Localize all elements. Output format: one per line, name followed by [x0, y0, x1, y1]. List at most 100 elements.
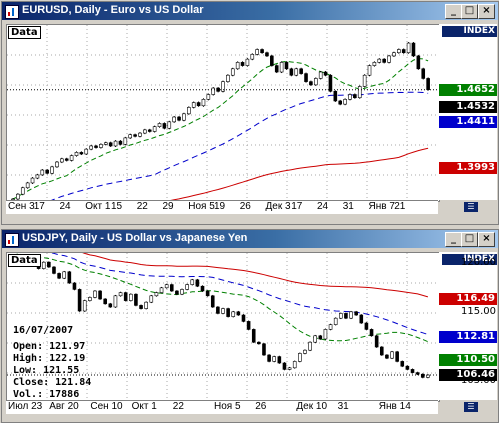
candle-body: [177, 116, 181, 121]
chart-app-icon: [5, 5, 19, 19]
moving-average-line: [12, 253, 429, 343]
candle-body: [62, 271, 67, 279]
price-tick-label: 115.00: [461, 306, 496, 317]
candle-body: [35, 174, 40, 179]
candle-body: [372, 62, 377, 66]
candle-body: [374, 335, 379, 348]
candle-body: [159, 287, 164, 293]
candle-body: [128, 134, 133, 139]
candle-body: [354, 311, 358, 316]
candle-body: [118, 140, 123, 145]
candle-body: [67, 271, 72, 284]
window-title: EURUSD, Daily - Euro vs US Dollar: [22, 4, 204, 16]
date-tick-label: Авг 20: [49, 401, 79, 412]
candle-body: [190, 279, 195, 285]
candle-body: [357, 86, 362, 99]
candle-body: [303, 349, 307, 354]
candle-body: [410, 369, 415, 373]
maximize-button[interactable]: □: [461, 4, 478, 19]
candle-body: [143, 129, 147, 134]
candle-body: [287, 367, 292, 370]
maximize-button[interactable]: □: [461, 232, 478, 247]
close-button[interactable]: ×: [478, 232, 495, 247]
date-tick-label: 19: [214, 201, 226, 212]
candle-body: [108, 303, 113, 308]
candle-body: [308, 341, 312, 351]
candle-body: [99, 144, 103, 148]
candle-body: [339, 313, 343, 319]
candle-body: [108, 142, 113, 147]
date-tick-label: 15: [111, 201, 123, 212]
price-label: 1.3993: [439, 162, 497, 174]
date-tick-label: Июл 23: [8, 401, 43, 412]
candle-body: [157, 123, 162, 127]
candle-body: [257, 341, 261, 345]
candle-body: [123, 292, 128, 301]
date-tick-label: 24: [317, 201, 329, 212]
candle-body: [318, 71, 323, 79]
chart-corner-button[interactable]: ☰: [464, 202, 478, 212]
price-label: 1.4411: [439, 116, 497, 128]
date-tick-label: 21: [394, 201, 406, 212]
candle-body: [129, 293, 133, 301]
date-tick-label: 22: [172, 401, 184, 412]
minimize-button[interactable]: _: [445, 232, 462, 247]
candle-body: [406, 42, 411, 54]
date-tick-label: 26: [239, 201, 251, 212]
candle-body: [187, 107, 191, 115]
price-chart-area[interactable]: Data 16/07/2007 Open: 121.97 High: 122.1…: [6, 252, 440, 402]
candle-body: [45, 169, 49, 174]
candle-body: [41, 261, 46, 269]
candle-body: [69, 155, 74, 161]
candle-body: [240, 62, 245, 66]
candle-body: [313, 78, 318, 86]
candle-body: [172, 116, 176, 123]
window-title: USDJPY, Daily - US Dollar vs Japanese Ye…: [22, 232, 248, 244]
candle-body: [103, 142, 108, 145]
price-label: 1.4532: [439, 101, 497, 113]
index-button[interactable]: INDEX: [442, 254, 497, 265]
candle-body: [292, 361, 297, 369]
candle-body: [318, 335, 323, 340]
data-label: Data: [8, 26, 41, 39]
date-tick-label: 31: [342, 201, 354, 212]
candle-body: [230, 68, 235, 76]
candle-body: [353, 94, 357, 99]
candle-body: [265, 52, 269, 57]
candle-body: [196, 102, 201, 107]
date-tick-label: 22: [136, 201, 148, 212]
index-button[interactable]: INDEX: [442, 26, 497, 37]
moving-average-line: [50, 253, 429, 335]
candle-body: [154, 292, 159, 297]
info-date: 16/07/2007: [13, 325, 74, 336]
candle-body: [221, 308, 225, 314]
price-chart-area[interactable]: Data: [6, 24, 440, 202]
candle-body: [328, 74, 333, 92]
eurusd-chart-window[interactable]: EURUSD, Daily - Euro vs US Dollar _ □ × …: [1, 1, 499, 225]
candle-body: [362, 74, 367, 87]
candle-body: [79, 152, 84, 155]
candlestick-chart: [7, 253, 439, 401]
candle-body: [175, 290, 179, 295]
candle-body: [195, 279, 200, 287]
candle-body: [20, 187, 25, 195]
price-label: 116.49: [439, 293, 497, 305]
date-tick-label: 17: [291, 201, 303, 212]
date-tick-label: Окт 1: [85, 201, 111, 212]
candle-body: [323, 71, 328, 76]
window-title-bar[interactable]: USDJPY, Daily - US Dollar vs Japanese Ye…: [2, 230, 498, 248]
window-title-bar[interactable]: EURUSD, Daily - Euro vs US Dollar _ □ ×: [2, 2, 498, 20]
candle-body: [182, 113, 186, 121]
chart-corner-button[interactable]: ☰: [464, 402, 478, 412]
candle-body: [304, 73, 308, 82]
candle-body: [272, 356, 277, 362]
close-button[interactable]: ×: [478, 4, 495, 19]
candle-body: [421, 68, 426, 79]
chart-app-icon: [5, 233, 19, 247]
minimize-button[interactable]: _: [445, 4, 462, 19]
candle-body: [364, 322, 369, 330]
usdjpy-chart-window[interactable]: USDJPY, Daily - US Dollar vs Japanese Ye…: [1, 229, 499, 423]
candle-body: [416, 55, 421, 70]
candle-body: [221, 81, 225, 92]
date-tick-label: 31: [337, 401, 349, 412]
